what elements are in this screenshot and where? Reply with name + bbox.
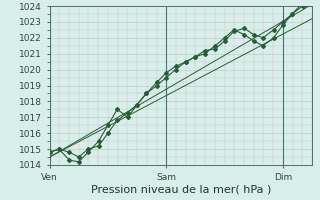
X-axis label: Pression niveau de la mer( hPa ): Pression niveau de la mer( hPa ) <box>91 184 271 194</box>
